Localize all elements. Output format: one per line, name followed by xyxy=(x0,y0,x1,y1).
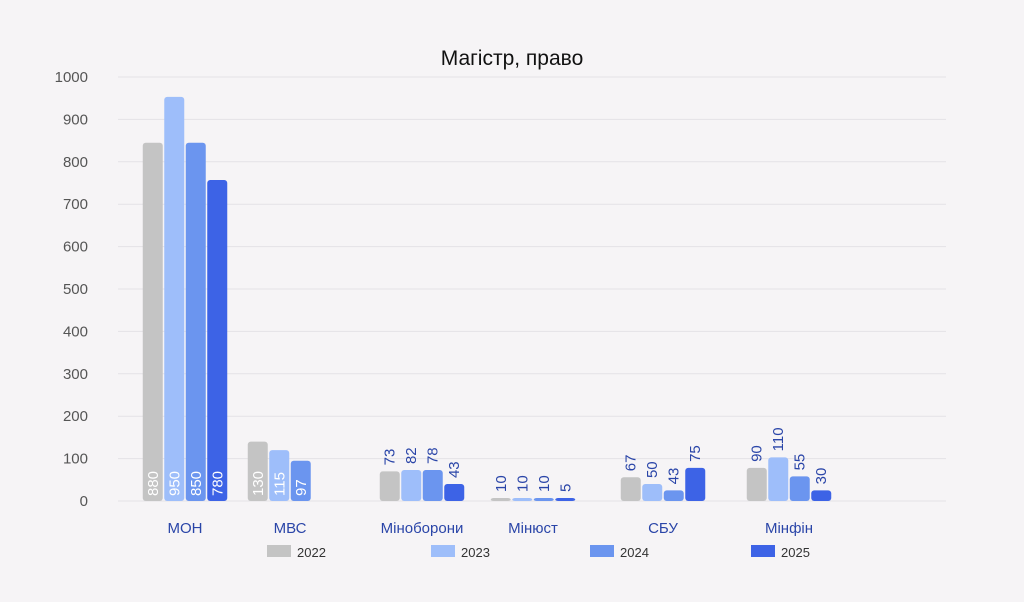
y-tick-label: 700 xyxy=(63,196,88,213)
bar-2022-5 xyxy=(746,467,767,501)
data-label: 880 xyxy=(145,471,162,496)
bar-2023-4 xyxy=(642,484,663,501)
data-label: 67 xyxy=(623,455,640,472)
bar-2022-1 xyxy=(247,441,268,501)
legend-label: 2024 xyxy=(620,545,649,560)
data-label: 43 xyxy=(446,461,463,478)
legend-swatch xyxy=(590,545,614,557)
y-tick-label: 200 xyxy=(63,408,88,425)
legend-item-2022: 2022 xyxy=(267,545,326,560)
bar-2024-5 xyxy=(789,476,810,501)
data-label: 780 xyxy=(209,471,226,496)
bar-2022-3 xyxy=(490,498,511,501)
legend-swatch xyxy=(431,545,455,557)
data-label: 43 xyxy=(666,468,683,485)
bar-2022-4 xyxy=(620,477,641,501)
category-label: МВС xyxy=(274,520,307,537)
legend: 2022 2023 2024 2025 xyxy=(267,545,810,560)
category-label: СБУ xyxy=(648,520,678,537)
gridlines xyxy=(118,76,946,502)
y-tick-label: 400 xyxy=(63,323,88,340)
bar-2025-3 xyxy=(555,498,576,501)
data-label: 5 xyxy=(557,484,574,492)
data-label: 10 xyxy=(514,475,531,492)
data-label: 97 xyxy=(293,479,310,496)
bar-2023-2 xyxy=(401,470,422,501)
bar-2025-2 xyxy=(444,484,465,501)
legend-item-2025: 2025 xyxy=(751,545,810,560)
category-label: Мінюст xyxy=(508,520,558,537)
category-label: Міноборони xyxy=(381,520,464,537)
legend-label: 2022 xyxy=(297,545,326,560)
legend-label: 2023 xyxy=(461,545,490,560)
y-tick-label: 0 xyxy=(80,493,88,510)
data-label: 110 xyxy=(770,427,787,451)
category-label: Мінфін xyxy=(765,520,813,537)
data-label: 73 xyxy=(382,449,399,466)
data-label: 30 xyxy=(813,468,830,485)
data-label: 115 xyxy=(271,472,288,496)
y-tick-label: 1000 xyxy=(55,69,88,86)
data-label: 55 xyxy=(792,454,809,471)
legend-swatch xyxy=(267,545,291,557)
data-label: 75 xyxy=(687,445,704,462)
bar-2023-5 xyxy=(768,457,789,501)
bar-2024-0 xyxy=(185,142,206,501)
y-tick-label: 100 xyxy=(63,451,88,468)
bar-2025-4 xyxy=(685,467,706,501)
data-label: 90 xyxy=(749,445,766,462)
legend-item-2023: 2023 xyxy=(431,545,490,560)
data-label: 10 xyxy=(493,475,510,492)
bar-2023-1 xyxy=(269,450,290,501)
y-tick-label: 600 xyxy=(63,239,88,256)
category-label: МОН xyxy=(168,520,203,537)
bar-2024-3 xyxy=(533,498,554,501)
y-axis-ticks: 0 100 200 300 400 500 600 700 800 900 1000 xyxy=(55,69,88,510)
data-label: 950 xyxy=(166,471,183,496)
bar-2024-4 xyxy=(663,490,684,501)
bar-2023-0 xyxy=(164,96,185,501)
data-label: 50 xyxy=(644,461,661,478)
legend-swatch xyxy=(751,545,775,557)
bars xyxy=(142,96,832,502)
y-tick-label: 900 xyxy=(63,111,88,128)
bar-2023-3 xyxy=(512,498,533,501)
legend-label: 2025 xyxy=(781,545,810,560)
bar-2025-5 xyxy=(811,490,832,501)
data-label: 10 xyxy=(536,475,553,492)
bar-2025-0 xyxy=(207,180,228,502)
y-tick-label: 500 xyxy=(63,281,88,298)
data-labels: 880 130 73 10 67 90 950 115 82 10 50 110 850 97 78 10 43… xyxy=(145,427,831,496)
data-label: 82 xyxy=(403,447,420,464)
y-tick-label: 300 xyxy=(63,366,88,383)
x-axis-categories: МОН МВС Міноборони Мінюст СБУ Мінфін xyxy=(168,520,814,537)
chart-title: Магістр, право xyxy=(441,47,584,70)
legend-item-2024: 2024 xyxy=(590,545,649,560)
data-label: 130 xyxy=(250,471,267,496)
bar-2024-2 xyxy=(422,470,443,501)
bar-2024-1 xyxy=(290,460,311,501)
data-label: 78 xyxy=(425,447,442,464)
data-label: 850 xyxy=(188,471,205,496)
bar-2022-0 xyxy=(142,142,163,501)
bar-2022-2 xyxy=(379,471,400,501)
y-tick-label: 800 xyxy=(63,154,88,171)
